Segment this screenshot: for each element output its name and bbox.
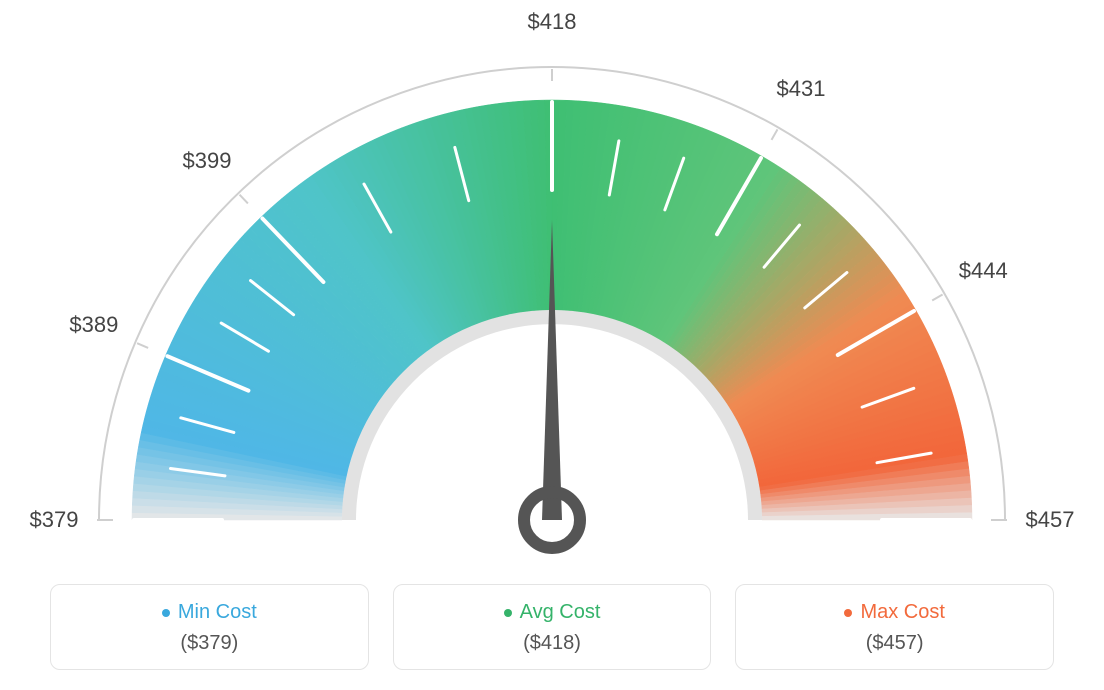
cost-gauge: $379 $389 $399 $418 $431 $444 $457 [0, 0, 1104, 560]
gauge-svg [0, 0, 1104, 560]
gauge-label: $389 [69, 312, 118, 338]
gauge-label: $399 [183, 148, 232, 174]
legend-title-min: Min Cost [162, 601, 257, 624]
legend-dot-avg [504, 609, 512, 617]
gauge-label: $418 [528, 9, 577, 35]
legend-value-max: ($457) [746, 632, 1043, 655]
legend-card-min: Min Cost ($379) [50, 584, 369, 670]
legend-dot-max [844, 609, 852, 617]
legend-value-avg: ($418) [404, 632, 701, 655]
legend-value-min: ($379) [61, 632, 358, 655]
gauge-label: $379 [30, 507, 79, 533]
legend-label-max: Max Cost [860, 601, 944, 624]
legend-card-avg: Avg Cost ($418) [393, 584, 712, 670]
legend-dot-min [162, 609, 170, 617]
legend-row: Min Cost ($379) Avg Cost ($418) Max Cost… [50, 584, 1054, 670]
legend-label-avg: Avg Cost [520, 601, 601, 624]
legend-title-max: Max Cost [844, 601, 944, 624]
gauge-label: $457 [1026, 507, 1075, 533]
gauge-label: $431 [777, 76, 826, 102]
legend-title-avg: Avg Cost [504, 601, 601, 624]
legend-card-max: Max Cost ($457) [735, 584, 1054, 670]
legend-label-min: Min Cost [178, 601, 257, 624]
gauge-label: $444 [959, 258, 1008, 284]
